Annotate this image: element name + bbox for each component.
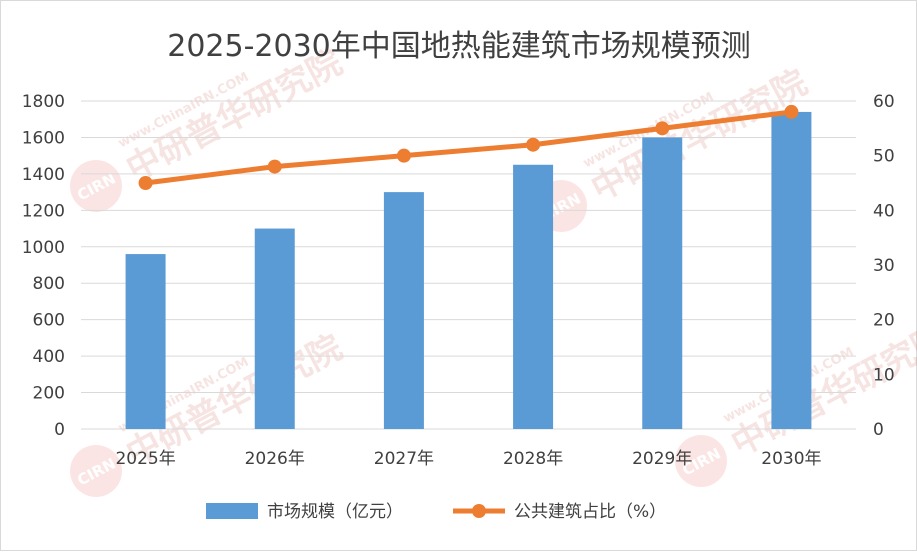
right-tick-label: 40 (873, 201, 895, 221)
line-point (655, 121, 670, 136)
left-tick-label: 600 (33, 311, 65, 331)
legend-label: 市场规模（亿元） (267, 502, 403, 522)
watermark-logo-circle (675, 435, 727, 487)
bar (642, 137, 683, 429)
left-tick-label: 1000 (22, 238, 65, 258)
x-tick-label: 2026年 (245, 449, 305, 469)
right-tick-label: 30 (873, 256, 895, 276)
line-series (138, 104, 799, 190)
legend-swatch-bar (206, 503, 258, 519)
gridlines (81, 100, 856, 430)
bar (254, 228, 295, 429)
right-axis: 0 10 20 30 40 50 60 (873, 92, 895, 440)
line-point (267, 159, 282, 174)
left-tick-label: 0 (54, 420, 65, 440)
legend-swatch-marker (472, 504, 486, 518)
watermark-logo-circle (70, 160, 122, 212)
bar (513, 164, 554, 429)
watermark-name: 中研普华研究院 (725, 317, 917, 464)
legend: 市场规模（亿元） 公共建筑占比（%） (206, 502, 666, 522)
line-point (526, 137, 541, 152)
left-tick-label: 200 (33, 384, 65, 404)
left-axis: 0 200 400 600 800 1000 1200 1400 1600 1800 (22, 92, 65, 440)
watermark-name: 中研普华研究院 (120, 42, 349, 189)
left-tick-label: 1200 (22, 201, 65, 221)
bar (125, 254, 166, 429)
series-line (143, 109, 794, 186)
line-point (138, 176, 153, 190)
x-tick-label: 2027年 (374, 449, 434, 469)
x-tick-label: 2029年 (632, 449, 692, 469)
watermark-logo-circle (70, 445, 122, 497)
right-tick-label: 50 (873, 147, 895, 167)
bar (771, 111, 812, 429)
right-tick-label: 20 (873, 311, 895, 331)
right-tick-label: 10 (873, 365, 895, 385)
left-tick-label: 1800 (22, 92, 65, 112)
chart-title: 2025-2030年中国地热能建筑市场规模预测 (167, 29, 751, 64)
bar (383, 192, 424, 429)
left-tick-label: 1600 (22, 128, 65, 148)
legend-label: 公共建筑占比（%） (514, 502, 666, 522)
bar-series (125, 111, 812, 429)
x-axis: 2025年 2026年 2027年 2028年 2029年 2030年 (115, 449, 821, 469)
x-tick-label: 2028年 (503, 449, 563, 469)
x-tick-label: 2030年 (761, 449, 821, 469)
line-point (396, 148, 411, 163)
left-tick-label: 400 (33, 347, 65, 367)
line-point (784, 104, 799, 119)
right-tick-label: 60 (873, 92, 895, 112)
left-tick-label: 800 (33, 274, 65, 294)
right-tick-label: 0 (873, 420, 884, 440)
left-tick-label: 1400 (22, 165, 65, 185)
x-tick-label: 2025年 (115, 449, 175, 469)
